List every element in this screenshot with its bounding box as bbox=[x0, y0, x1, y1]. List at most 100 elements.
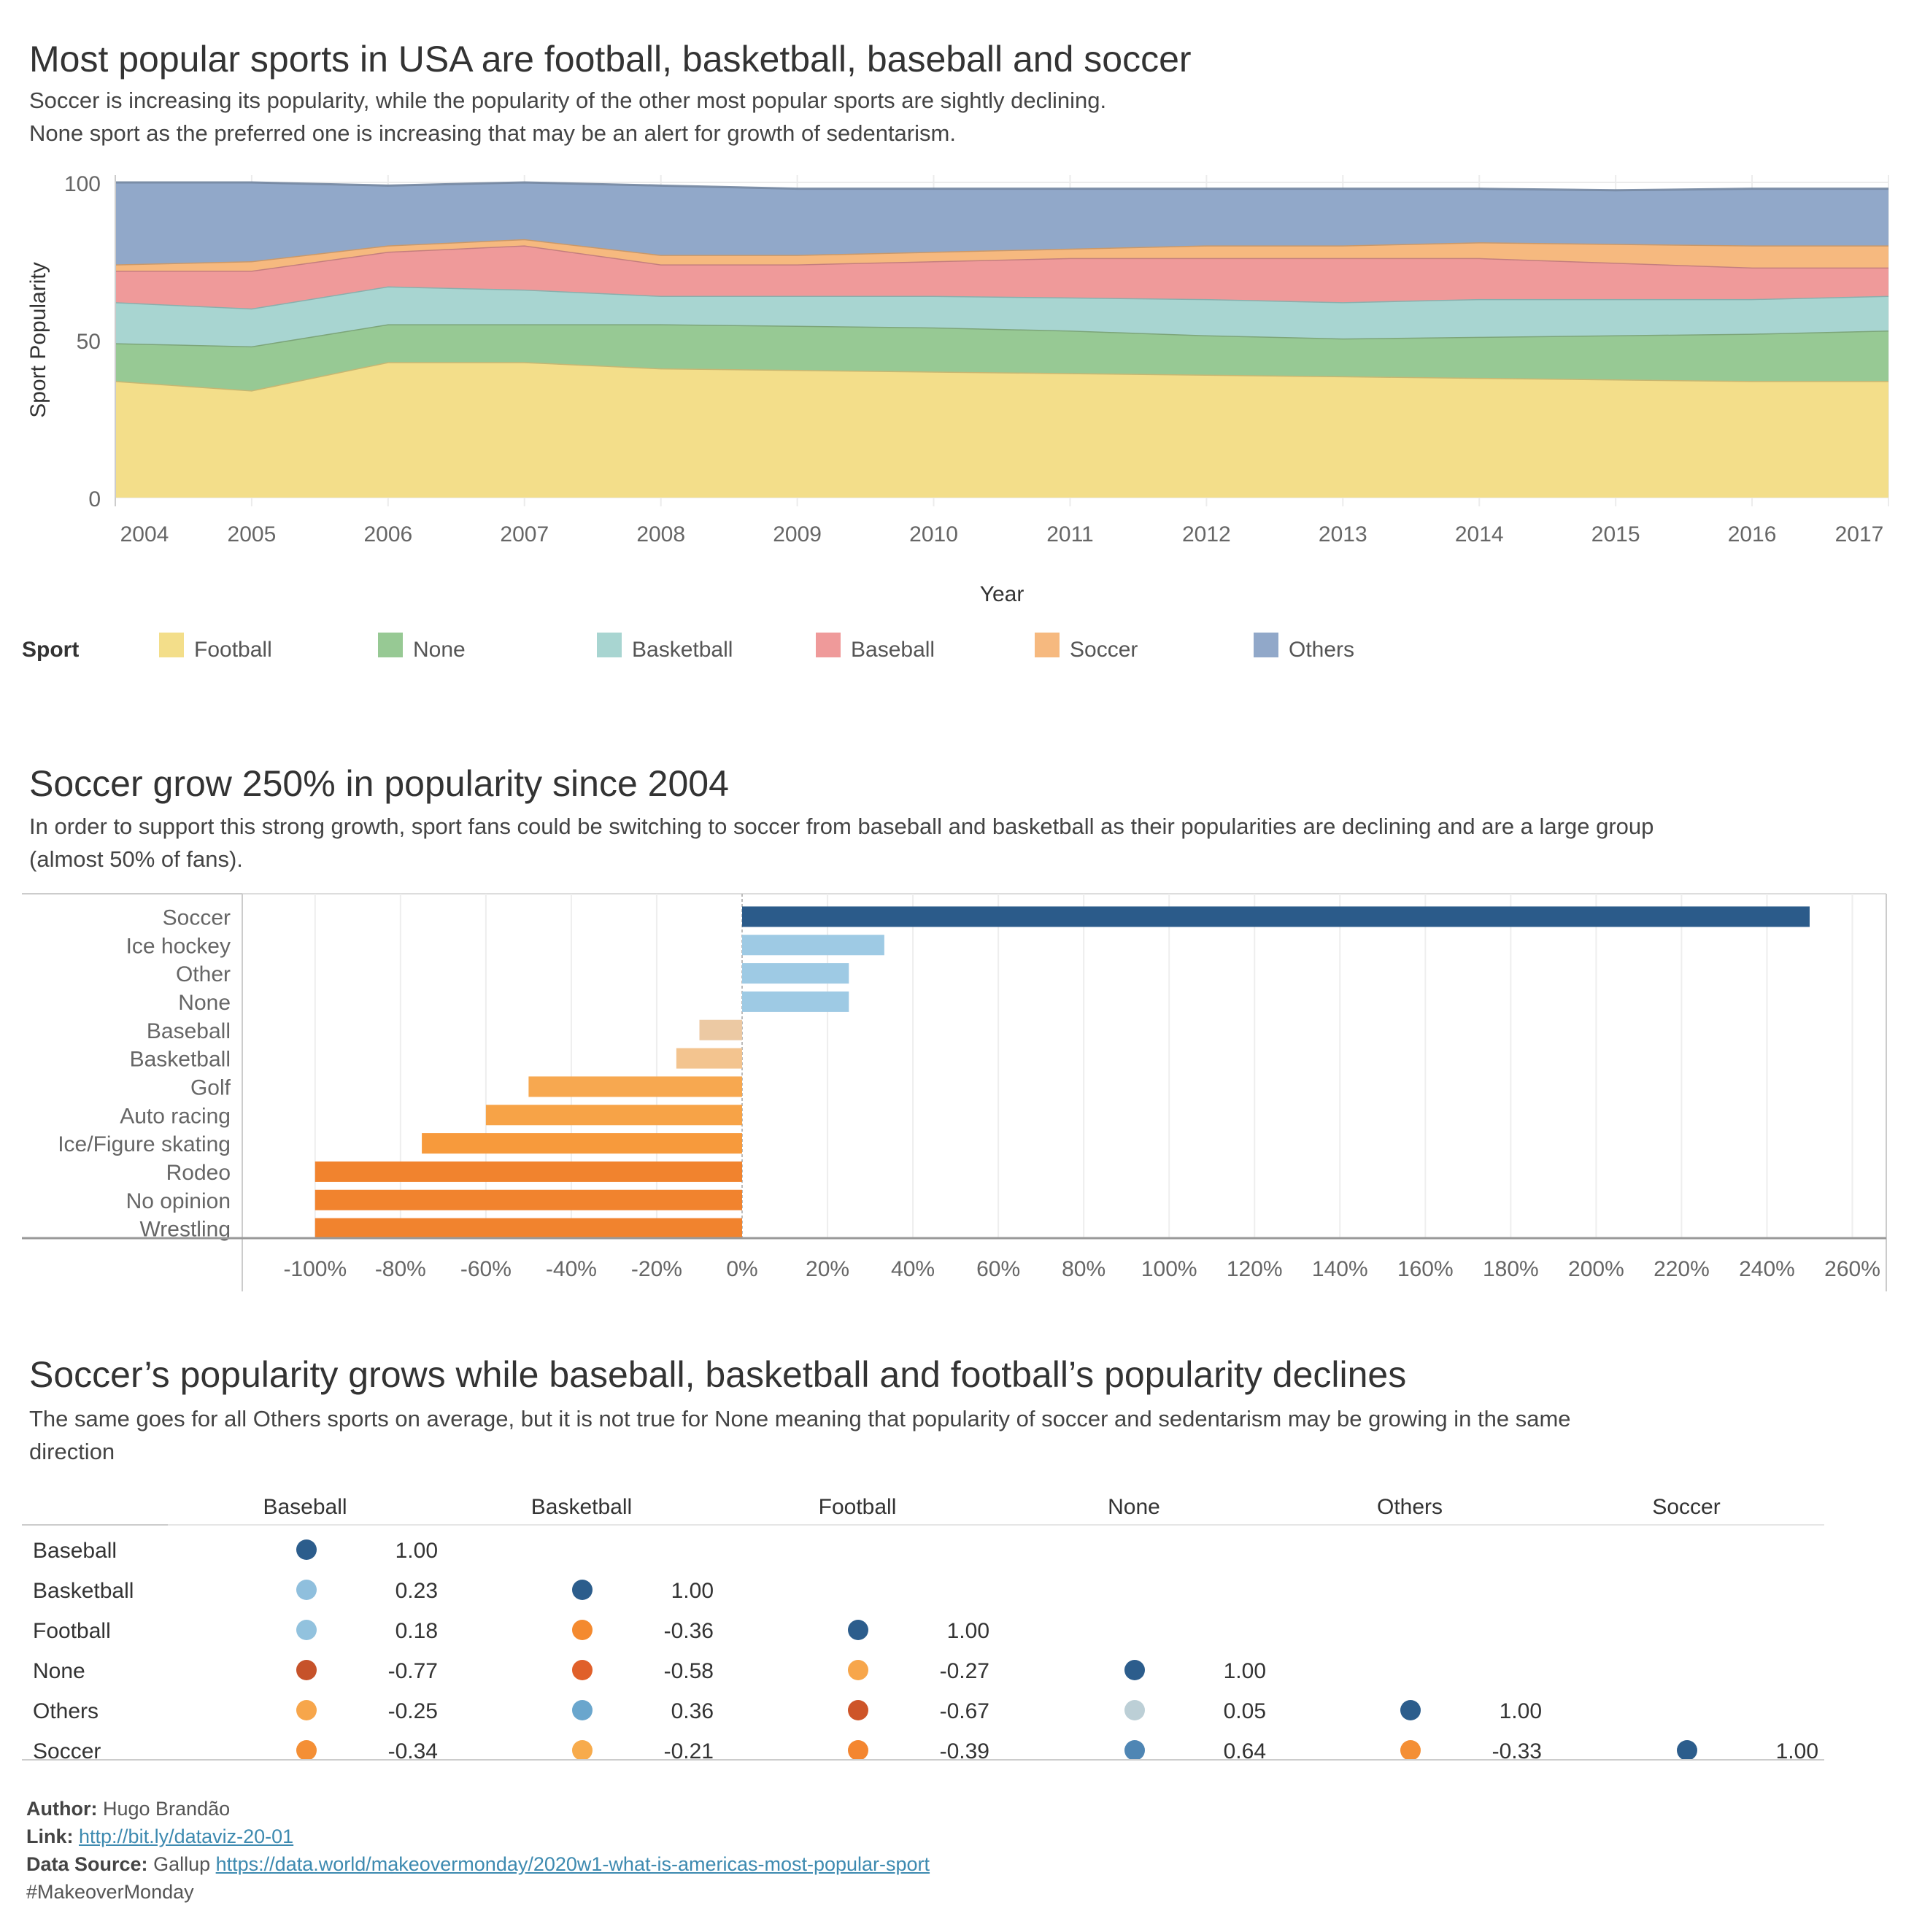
matrix-subtitle-2: direction bbox=[29, 1439, 115, 1464]
legend-label-baseball: Baseball bbox=[851, 638, 935, 662]
area-layer-others bbox=[115, 182, 1888, 265]
matrix-title: Soccer’s popularity grows while baseball… bbox=[29, 1354, 1407, 1395]
bar-auto-racing bbox=[485, 1105, 742, 1126]
matrix-cell-dot bbox=[848, 1740, 868, 1761]
area-x-tick-label: 2009 bbox=[773, 522, 822, 546]
area-y-axis-title: Sport Popularity bbox=[26, 262, 50, 417]
bar-category-label: Soccer bbox=[163, 905, 231, 930]
legend-swatch-baseball bbox=[816, 633, 841, 657]
matrix-cell-dot bbox=[572, 1580, 593, 1600]
bar-x-tick-label: 80% bbox=[1062, 1257, 1105, 1281]
bar-baseball bbox=[699, 1019, 742, 1040]
footer-hashtag: #MakeoverMonday bbox=[26, 1881, 194, 1903]
area-x-tick-label: 2011 bbox=[1046, 522, 1094, 546]
bar-soccer bbox=[742, 906, 1810, 927]
matrix-cell-value: -0.36 bbox=[664, 1619, 714, 1643]
matrix-cell-value: -0.67 bbox=[940, 1699, 989, 1723]
matrix-cell-dot bbox=[1124, 1660, 1145, 1680]
area-chart: 0 50 100 2004 2005 2006 2007 2008 2009 2010 2011 20… bbox=[22, 172, 1889, 662]
bar-no-opinion bbox=[315, 1189, 742, 1210]
bar-none bbox=[742, 991, 849, 1012]
matrix-cell-value: 0.23 bbox=[395, 1579, 438, 1603]
bar-x-tick-label: -60% bbox=[460, 1257, 512, 1281]
bar-x-tick-label: 120% bbox=[1227, 1257, 1283, 1281]
correlation-matrix: Baseball Basketball Football None Others Socc… bbox=[22, 1495, 1824, 1763]
author-label: Author: bbox=[26, 1798, 98, 1820]
bar-chart-subtitle-2: (almost 50% of fans). bbox=[29, 846, 243, 872]
area-x-tick-label: 2006 bbox=[363, 522, 412, 546]
matrix-column-header: None bbox=[1108, 1495, 1160, 1519]
area-x-tick-label: 2013 bbox=[1319, 522, 1367, 546]
matrix-cell-value: -0.77 bbox=[388, 1659, 438, 1683]
area-x-tick-label: 2016 bbox=[1728, 522, 1777, 546]
legend-label-basketball: Basketball bbox=[632, 638, 733, 662]
matrix-cell-dot bbox=[572, 1740, 593, 1761]
bar-x-tick-label: 140% bbox=[1312, 1257, 1368, 1281]
source-name: Gallup bbox=[153, 1853, 211, 1875]
link-label: Link: bbox=[26, 1825, 74, 1847]
matrix-cell-dot bbox=[1677, 1740, 1697, 1761]
legend-label-football: Football bbox=[194, 638, 272, 662]
bar-x-tick-label: -80% bbox=[375, 1257, 426, 1281]
bar-x-tick-label: -40% bbox=[546, 1257, 597, 1281]
bar-x-tick-label: 160% bbox=[1397, 1257, 1454, 1281]
area-y-tick-label: 50 bbox=[77, 330, 101, 354]
bar-x-tick-label: -100% bbox=[283, 1257, 347, 1281]
viz-link[interactable]: http://bit.ly/dataviz-20-01 bbox=[79, 1825, 294, 1847]
area-layer-soccer bbox=[115, 239, 1888, 271]
bar-category-label: Other bbox=[176, 962, 231, 986]
area-x-tick-label: 2004 bbox=[120, 522, 169, 546]
matrix-cell-dot bbox=[1124, 1740, 1145, 1761]
matrix-column-header: Others bbox=[1377, 1495, 1443, 1519]
bar-rodeo bbox=[315, 1161, 742, 1182]
matrix-cell-value: 0.18 bbox=[395, 1619, 438, 1643]
legend-swatch-none bbox=[378, 633, 403, 657]
matrix-column-header: Football bbox=[819, 1495, 897, 1519]
footer-author: Author: Hugo Brandão bbox=[26, 1795, 930, 1823]
legend-title: Sport bbox=[22, 638, 79, 662]
area-x-tick-label: 2005 bbox=[228, 522, 277, 546]
matrix-column-header: Soccer bbox=[1652, 1495, 1720, 1519]
matrix-column-header: Baseball bbox=[263, 1495, 347, 1519]
matrix-cell-value: -0.27 bbox=[940, 1659, 989, 1683]
matrix-cell-value: 1.00 bbox=[1500, 1699, 1542, 1723]
matrix-cell-dot bbox=[1124, 1700, 1145, 1720]
matrix-cell-dot bbox=[572, 1620, 593, 1640]
legend-swatch-soccer bbox=[1035, 633, 1060, 657]
bar-x-tick-label: -20% bbox=[631, 1257, 682, 1281]
matrix-cell-dot bbox=[848, 1660, 868, 1680]
legend-label-none: None bbox=[413, 638, 466, 662]
area-layer-football bbox=[115, 362, 1888, 498]
area-chart-subtitle-1: Soccer is increasing its popularity, whi… bbox=[29, 88, 1107, 113]
bar-x-tick-label: 220% bbox=[1653, 1257, 1710, 1281]
matrix-cell-value: 1.00 bbox=[1224, 1659, 1266, 1683]
author-name: Hugo Brandão bbox=[102, 1798, 231, 1820]
bar-category-label: Ice/Figure skating bbox=[58, 1132, 231, 1156]
matrix-cell-value: 1.00 bbox=[671, 1579, 714, 1603]
matrix-row-header: Baseball bbox=[33, 1539, 117, 1563]
area-chart-subtitle-2: None sport as the preferred one is incre… bbox=[29, 120, 956, 146]
bar-category-label: Basketball bbox=[130, 1048, 231, 1072]
area-line-others bbox=[115, 181, 1888, 192]
source-link[interactable]: https://data.world/makeovermonday/2020w1… bbox=[215, 1853, 930, 1875]
matrix-row-header: Basketball bbox=[33, 1579, 134, 1603]
legend-swatch-others bbox=[1254, 633, 1278, 657]
matrix-cell-dot bbox=[296, 1740, 317, 1761]
source-label: Data Source: bbox=[26, 1853, 148, 1875]
matrix-cell-value: 1.00 bbox=[395, 1539, 438, 1563]
matrix-cell-dot bbox=[848, 1700, 868, 1720]
bar-golf bbox=[528, 1076, 742, 1097]
bar-chart-title: Soccer grow 250% in popularity since 200… bbox=[29, 763, 729, 804]
legend-swatch-basketball bbox=[597, 633, 622, 657]
bar-x-tick-label: 20% bbox=[806, 1257, 849, 1281]
footer-source: Data Source: Gallup https://data.world/m… bbox=[26, 1850, 930, 1878]
bar-category-label: Golf bbox=[190, 1075, 231, 1100]
matrix-cell-dot bbox=[572, 1660, 593, 1680]
bar-x-tick-label: 40% bbox=[891, 1257, 935, 1281]
bar-ice-hockey bbox=[742, 935, 884, 956]
bar-other bbox=[742, 963, 849, 984]
bar-category-label: Rodeo bbox=[166, 1161, 231, 1185]
matrix-cell-dot bbox=[848, 1620, 868, 1640]
footer: Author: Hugo Brandão Link: http://bit.ly… bbox=[26, 1795, 930, 1906]
area-y-tick-label: 0 bbox=[88, 487, 101, 511]
